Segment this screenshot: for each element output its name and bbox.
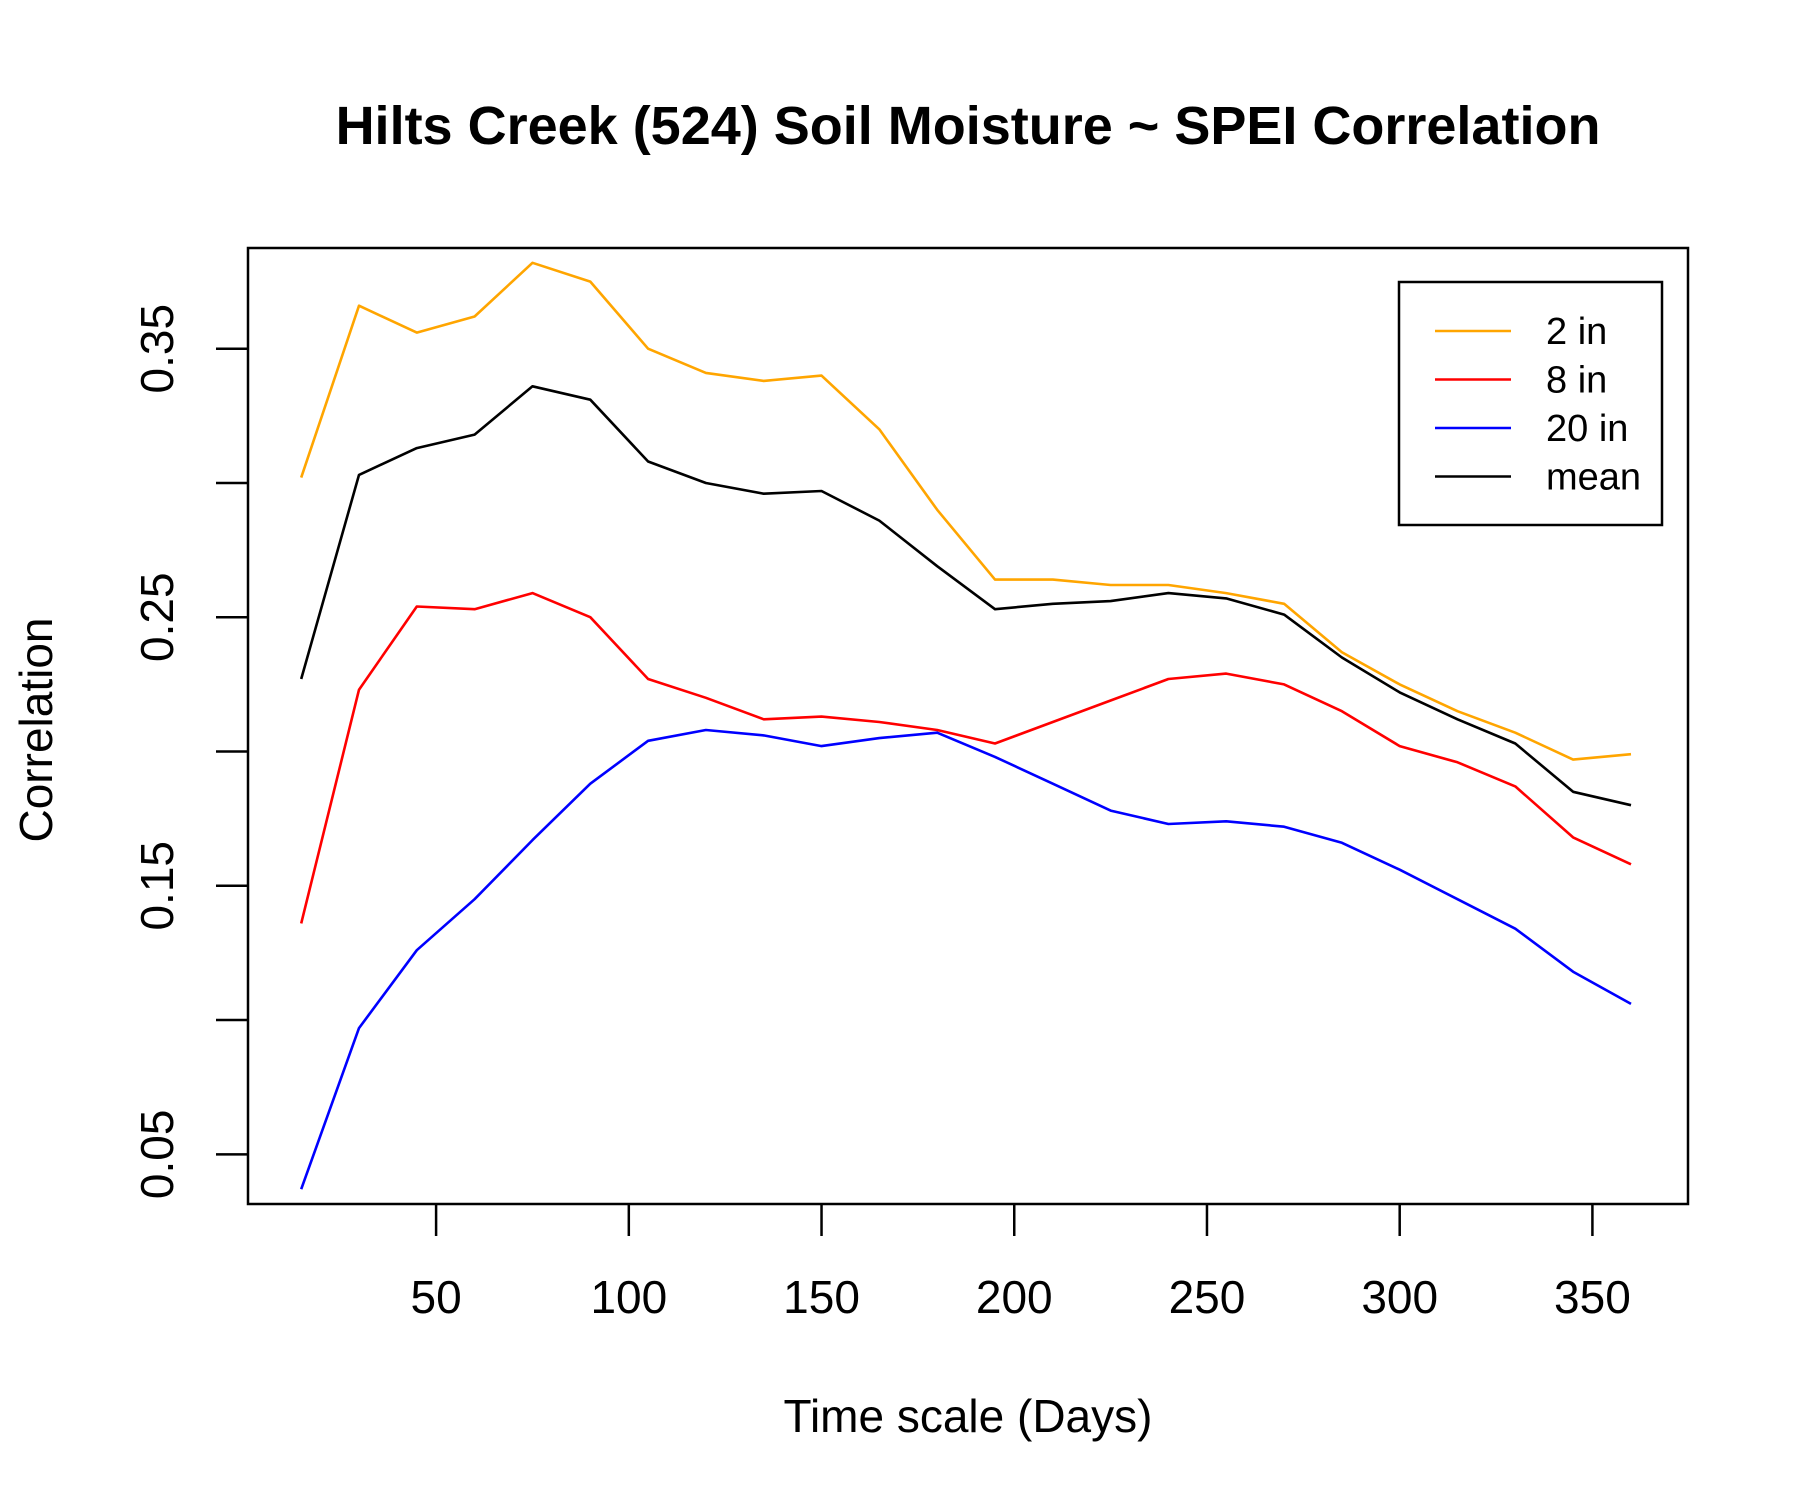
y-tick-label: 0.25 bbox=[131, 572, 183, 662]
series-line-2-in bbox=[299, 261, 1632, 761]
legend-label: mean bbox=[1546, 457, 1641, 499]
x-tick-label: 100 bbox=[590, 1271, 667, 1323]
plot-frame bbox=[246, 246, 1690, 1206]
series-line-mean bbox=[299, 384, 1632, 807]
y-tick-label: 0.35 bbox=[131, 304, 183, 394]
x-tick-label: 150 bbox=[783, 1271, 860, 1323]
y-tick-label: 0.15 bbox=[131, 841, 183, 931]
x-axis: 50 100 150 200 250 300 350 bbox=[411, 1204, 1631, 1323]
y-axis-label: Correlation bbox=[10, 618, 62, 843]
legend-box bbox=[1397, 280, 1664, 527]
plot-region bbox=[246, 246, 1690, 1206]
series-line-8-in bbox=[299, 591, 1632, 924]
legend-label: 2 in bbox=[1546, 311, 1607, 353]
x-tick-label: 350 bbox=[1554, 1271, 1631, 1323]
x-tick-label: 300 bbox=[1361, 1271, 1438, 1323]
y-tick-label: 0.05 bbox=[131, 1110, 183, 1200]
x-tick-label: 200 bbox=[976, 1271, 1053, 1323]
series-layer bbox=[299, 261, 1632, 1190]
x-axis-label: Time scale (Days) bbox=[784, 1390, 1153, 1442]
x-tick-label: 250 bbox=[1169, 1271, 1246, 1323]
legend-label: 8 in bbox=[1546, 360, 1607, 402]
legend-label: 20 in bbox=[1546, 408, 1628, 450]
x-tick-label: 50 bbox=[411, 1271, 462, 1323]
series-line-20-in bbox=[299, 728, 1632, 1190]
legend: 2 in 8 in 20 in mean bbox=[1397, 280, 1664, 527]
y-axis: 0.05 0.15 0.25 0.35 bbox=[131, 304, 248, 1199]
chart-title: Hilts Creek (524) Soil Moisture ~ SPEI C… bbox=[336, 96, 1601, 156]
